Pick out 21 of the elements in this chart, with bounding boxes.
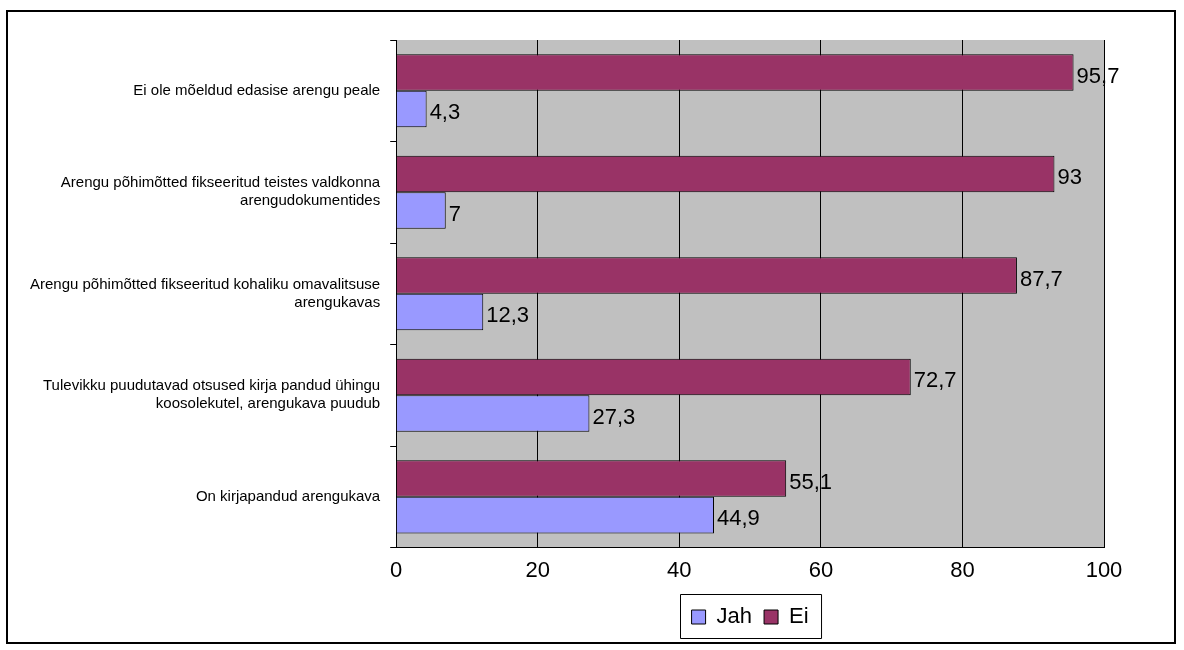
- data-label: 72,7: [913, 367, 957, 393]
- data-label: 44,9: [717, 505, 760, 531]
- y-tick-label: On kirjapandud arengukava: [195, 486, 381, 504]
- data-label: 87,7: [1019, 265, 1063, 291]
- y-tick-label: Ei ole mõeldud edasise arengu peale: [133, 80, 381, 98]
- y-tick-label: Arengu põhimõtted fikseeritud teistes valdkonna arengudokumentides: [60, 173, 381, 209]
- x-tick-label: 0: [390, 556, 403, 582]
- legend-label: Jah: [716, 603, 753, 629]
- x-tick-label: 60: [808, 556, 834, 582]
- y-tick-label: Tulevikku puudutavad otsused kirja pandud ühingu koosolekutel, arengukava puudub: [43, 376, 381, 412]
- x-tick-label: 100: [1085, 556, 1123, 582]
- y-tick-label: Arengu põhimõtted fikseeritud kohaliku omavalitsuse arengukavas: [29, 274, 381, 310]
- legend-label: Ei: [789, 603, 809, 629]
- data-label: 7: [448, 200, 461, 226]
- x-tick-label: 40: [667, 556, 692, 582]
- x-tick-label: 20: [525, 556, 550, 582]
- data-label: 4,3: [429, 99, 461, 125]
- data-label: 27,3: [592, 403, 636, 429]
- x-tick-label: 80: [950, 556, 975, 582]
- data-label: 12,3: [486, 302, 530, 328]
- data-label: 93: [1057, 164, 1082, 190]
